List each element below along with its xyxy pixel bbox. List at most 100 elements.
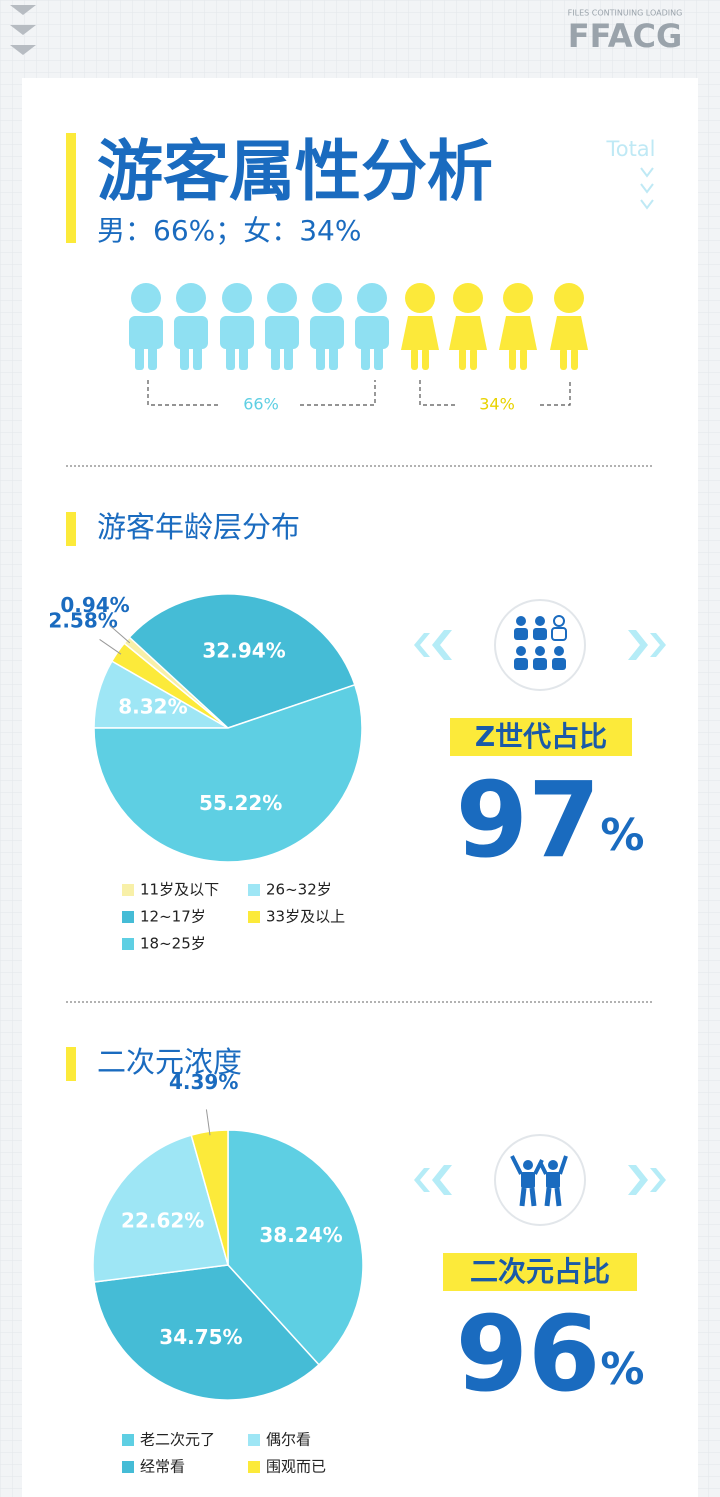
legend-label: 经常看 <box>140 1458 185 1476</box>
leg <box>148 340 157 370</box>
head <box>554 283 584 313</box>
brand: FFACG <box>568 17 683 55</box>
male-icon <box>355 283 389 370</box>
male-icon <box>310 283 344 370</box>
leg <box>193 340 202 370</box>
leg <box>135 340 144 370</box>
leader-line <box>99 639 122 655</box>
pie-slice <box>128 593 356 729</box>
head <box>312 283 342 313</box>
leg <box>459 348 466 370</box>
highlight-value: 97% <box>456 759 645 881</box>
legend-swatch <box>248 911 260 923</box>
legend-swatch <box>248 884 260 896</box>
section-bar <box>66 1047 76 1081</box>
male-icon <box>174 283 208 370</box>
leader-line <box>205 1109 211 1136</box>
highlight-unit: % <box>600 1344 644 1395</box>
legend-swatch <box>248 1461 260 1473</box>
pie-slice <box>227 1129 364 1366</box>
head <box>131 283 161 313</box>
section-title: 二次元浓度 <box>97 1045 242 1079</box>
chevrons <box>414 630 666 660</box>
legend-label: 18~25岁 <box>140 935 206 953</box>
legend-swatch <box>122 911 134 923</box>
male-share: 66% <box>243 395 279 414</box>
female-icon <box>401 283 439 370</box>
head <box>503 283 533 313</box>
leg <box>374 340 383 370</box>
female-icon <box>499 283 537 370</box>
male-icon <box>220 283 254 370</box>
leg <box>239 340 248 370</box>
highlight-label: Z世代占比 <box>475 720 607 753</box>
legend-swatch <box>122 938 134 950</box>
legend-label: 33岁及以上 <box>266 908 345 926</box>
legend-label: 12~17岁 <box>140 908 206 926</box>
value-label: 34.75% <box>159 1325 242 1349</box>
value-label: 0.94% <box>60 593 129 617</box>
leg <box>422 348 429 370</box>
highlight-number: 96 <box>456 1293 601 1415</box>
head <box>267 283 297 313</box>
dress <box>499 316 537 350</box>
dress <box>550 316 588 350</box>
legend-swatch <box>122 1461 134 1473</box>
leg <box>571 348 578 370</box>
pie-slice <box>92 1134 229 1283</box>
head <box>222 283 252 313</box>
head <box>453 283 483 313</box>
torso <box>265 316 299 349</box>
icon-circle <box>494 599 586 691</box>
brand-tagline: FILES CONTINUING LOADING <box>568 9 683 18</box>
value-label: 38.24% <box>259 1223 342 1247</box>
female-share: 34% <box>479 395 515 414</box>
leg <box>180 340 189 370</box>
torso <box>355 316 389 349</box>
legend-label: 老二次元了 <box>140 1431 215 1449</box>
leg <box>520 348 527 370</box>
leg <box>271 340 280 370</box>
crowd-icon <box>514 615 567 670</box>
torso <box>174 316 208 349</box>
head <box>357 283 387 313</box>
total-chevrons <box>640 167 654 210</box>
dress <box>449 316 487 350</box>
people-icons <box>129 283 588 370</box>
section-title: 游客年龄层分布 <box>97 510 300 544</box>
subtitle: 男：66%；女：34% <box>97 214 361 247</box>
leg <box>361 340 370 370</box>
torso <box>129 316 163 349</box>
leg <box>411 348 418 370</box>
value-label: 32.94% <box>202 638 285 662</box>
highlight-label-bg <box>443 1253 637 1291</box>
head <box>176 283 206 313</box>
chevrons <box>414 1165 666 1195</box>
leg <box>226 340 235 370</box>
value-label: 4.39% <box>169 1070 238 1094</box>
leg <box>284 340 293 370</box>
leg <box>329 340 338 370</box>
legend-label: 偶尔看 <box>266 1431 311 1449</box>
legend-label: 11岁及以下 <box>140 881 219 899</box>
legend-label: 围观而已 <box>266 1458 326 1476</box>
title-bar <box>66 133 76 243</box>
leg <box>470 348 477 370</box>
value-label: 22.62% <box>121 1208 204 1232</box>
leg <box>316 340 325 370</box>
brackets <box>147 380 571 406</box>
torso <box>310 316 344 349</box>
legend-swatch <box>122 884 134 896</box>
legend-swatch <box>248 1434 260 1446</box>
highlight-value: 96% <box>456 1293 645 1415</box>
section-bar <box>66 512 76 546</box>
cheer-icon <box>510 1155 568 1207</box>
female-icon <box>449 283 487 370</box>
legend-swatch <box>122 1434 134 1446</box>
leader-line <box>109 625 131 644</box>
page-title: 游客属性分析 <box>97 133 493 210</box>
highlight-number: 97 <box>456 759 601 881</box>
head <box>405 283 435 313</box>
value-label: 2.58% <box>48 609 117 633</box>
